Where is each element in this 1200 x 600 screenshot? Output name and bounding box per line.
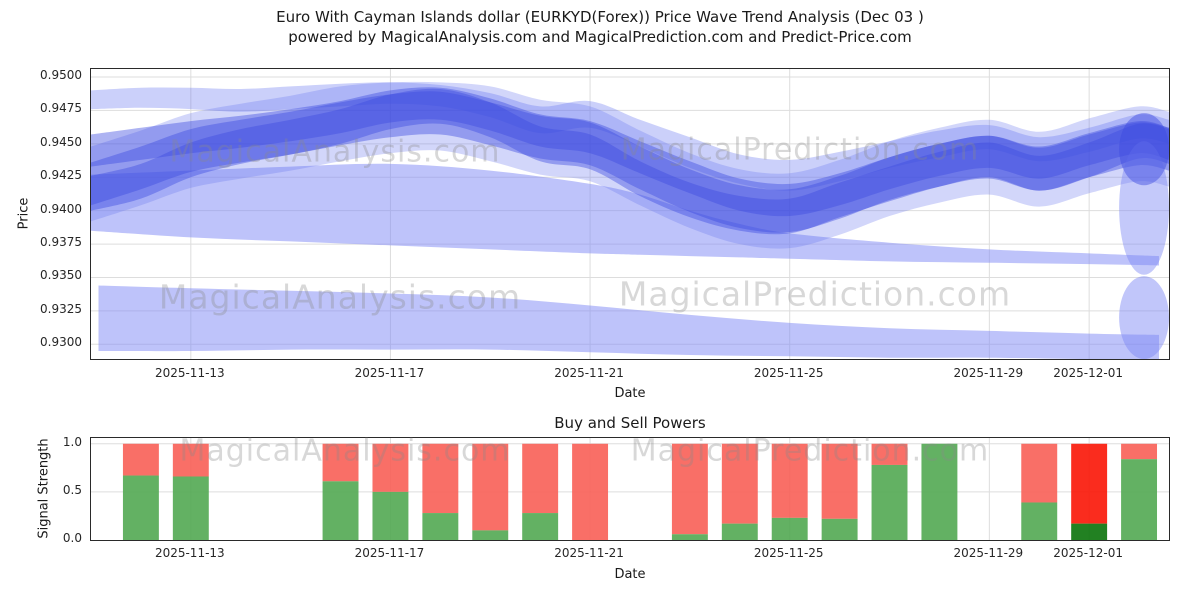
buy-power-bar	[522, 513, 559, 540]
price-x-tick-label: 2025-11-29	[953, 366, 1024, 380]
price-band-upper-envelope-wave	[91, 81, 1169, 249]
price-x-tick-label: 2025-11-21	[554, 366, 624, 380]
sell-power-bar	[721, 443, 758, 524]
price-y-tick-label: 0.9350	[40, 268, 82, 283]
power-x-tick-label: 2025-12-01	[1053, 546, 1124, 560]
price-x-axis-label: Date	[614, 386, 646, 401]
power-chart-canvas	[91, 438, 1169, 540]
power-y-tick-label: 1.0	[62, 434, 82, 449]
power-y-tick-label: 0.5	[62, 482, 82, 497]
buy-power-bar	[721, 523, 758, 540]
chart-title: Euro With Cayman Islands dollar (EURKYD(…	[276, 8, 924, 26]
price-band-mid-wide-wave	[91, 163, 1159, 266]
sell-power-bar	[322, 443, 359, 482]
price-y-tick-label: 0.9475	[40, 101, 82, 116]
buy-power-bar	[821, 518, 858, 540]
sell-power-bar	[1071, 443, 1108, 524]
sell-power-bar	[522, 443, 559, 514]
sell-power-bar	[821, 443, 858, 519]
sell-power-bar	[422, 443, 459, 514]
price-y-tick-label: 0.9500	[40, 68, 82, 83]
sell-power-bar	[1121, 443, 1158, 460]
buy-power-bar	[372, 491, 409, 540]
sell-power-bar	[372, 443, 409, 492]
price-band-bottom-wave	[98, 285, 1159, 359]
buy-power-bar	[671, 534, 708, 540]
buy-power-bar	[921, 443, 958, 540]
buy-power-bar	[1021, 502, 1058, 540]
buy-power-bar	[122, 475, 159, 540]
chart-subtitle: powered by MagicalAnalysis.com and Magic…	[288, 28, 912, 46]
sell-power-bar	[572, 443, 609, 540]
price-band-core-wave-2	[91, 88, 1169, 235]
price-band-core-wave-3	[91, 87, 1169, 217]
buy-power-bar	[422, 513, 459, 540]
power-x-axis-label: Date	[614, 567, 646, 582]
price-x-tick-label: 2025-11-25	[753, 366, 824, 380]
price-x-tick-label: 2025-12-01	[1053, 366, 1124, 380]
price-band-top-light-wave	[91, 82, 1169, 191]
price-y-tick-label: 0.9450	[40, 134, 82, 149]
power-x-tick-label: 2025-11-29	[953, 546, 1024, 560]
buy-power-bar	[1071, 523, 1108, 540]
sell-power-bar	[472, 443, 509, 531]
power-plot-area	[90, 437, 1170, 541]
buy-power-bar	[172, 476, 209, 540]
power-x-tick-label: 2025-11-25	[753, 546, 824, 560]
price-y-tick-label: 0.9425	[40, 168, 82, 183]
price-y-tick-label: 0.9400	[40, 201, 82, 216]
power-x-tick-label: 2025-11-13	[154, 546, 225, 560]
sell-power-bar	[172, 443, 209, 477]
buy-power-bar	[322, 481, 359, 540]
price-x-tick-label: 2025-11-13	[154, 366, 225, 380]
price-y-tick-label: 0.9300	[40, 335, 82, 350]
power-chart-title: Buy and Sell Powers	[554, 414, 706, 432]
price-plot-area	[90, 68, 1170, 360]
buy-power-bar	[871, 464, 908, 540]
power-x-tick-label: 2025-11-21	[554, 546, 624, 560]
price-band-end-cap	[1119, 141, 1169, 275]
price-y-tick-label: 0.9375	[40, 235, 82, 250]
price-band-end-cap	[1119, 276, 1169, 359]
buy-power-bar	[1121, 459, 1158, 540]
price-y-tick-label: 0.9325	[40, 301, 82, 316]
price-band-end-cap	[1119, 113, 1169, 186]
sell-power-bar	[771, 443, 808, 518]
sell-power-bar	[122, 443, 159, 476]
sell-power-bar	[871, 443, 908, 465]
price-x-tick-label: 2025-11-17	[354, 366, 425, 380]
price-chart-canvas	[91, 69, 1169, 359]
buy-power-bar	[771, 517, 808, 540]
power-y-tick-label: 0.0	[62, 531, 82, 545]
price-band-core-wave-1	[91, 91, 1169, 233]
buy-power-bar	[472, 530, 509, 540]
power-x-tick-label: 2025-11-17	[354, 546, 425, 560]
sell-power-bar	[671, 443, 708, 535]
sell-power-bar	[1021, 443, 1058, 503]
